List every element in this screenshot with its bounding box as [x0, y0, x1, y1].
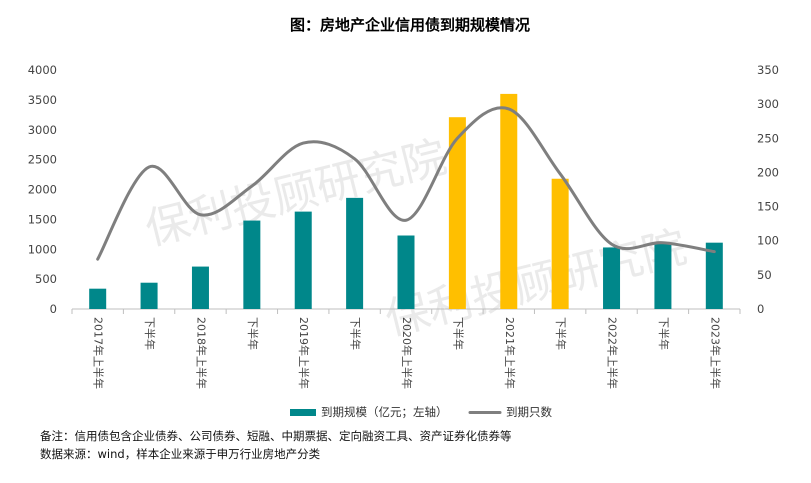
left-axis: 0 500 1000 1500 2000 2500 3000 3500 4000	[28, 63, 57, 316]
category-label: 2022年上半年	[606, 317, 620, 389]
legend-bar-swatch	[290, 409, 316, 416]
legend-line-label: 到期只数	[506, 405, 552, 419]
category-label: 下半年	[143, 317, 157, 350]
right-tick-label: 100	[757, 234, 779, 248]
bar-1	[140, 282, 158, 309]
right-tick-label: 250	[757, 131, 779, 145]
bar-5	[346, 197, 364, 309]
legend-bar-label: 到期规模（亿元；左轴）	[321, 405, 448, 419]
right-axis: 0 50 100 150 200 250 300 350	[757, 63, 779, 316]
left-tick-label: 3500	[28, 93, 57, 107]
left-tick-label: 2000	[28, 183, 57, 197]
bar-9	[551, 178, 569, 309]
category-label: 2021年上半年	[503, 317, 517, 389]
category-label: 2018年上半年	[194, 317, 208, 389]
footnote-remark: 备注：信用债包含企业债券、公司债券、短融、中期票据、定向融资工具、资产证券化债券…	[40, 429, 512, 443]
category-label: 2023年上半年	[708, 317, 722, 389]
line-path	[96, 106, 716, 261]
category-label: 下半年	[554, 317, 568, 350]
left-tick-label: 1000	[28, 242, 57, 256]
left-tick-label: 3000	[28, 123, 57, 137]
category-label: 下半年	[657, 317, 671, 350]
watermark-text: 保利投顾研究院	[380, 222, 691, 346]
category-label: 2017年上半年	[92, 317, 106, 389]
category-label: 下半年	[451, 317, 465, 350]
bar-2	[191, 266, 209, 309]
right-tick-label: 0	[757, 302, 764, 316]
left-tick-label: 500	[35, 272, 57, 286]
bar-11	[654, 242, 672, 309]
bar-4	[294, 211, 312, 309]
bar-0	[89, 288, 107, 309]
bar-6	[397, 235, 415, 309]
bar-10	[603, 247, 621, 309]
line-series	[96, 106, 716, 261]
category-label: 2019年上半年	[297, 317, 311, 389]
bar-12	[705, 242, 723, 309]
left-tick-label: 4000	[28, 63, 57, 77]
bar-8	[500, 93, 518, 310]
bar-7	[448, 117, 466, 309]
bar-series	[89, 93, 723, 310]
bar-3	[243, 220, 261, 309]
right-tick-label: 200	[757, 165, 779, 179]
right-tick-label: 300	[757, 97, 779, 111]
right-tick-label: 150	[757, 200, 779, 214]
category-label: 下半年	[349, 317, 363, 350]
chart-title: 图：房地产企业信用债到期规模情况	[290, 16, 530, 34]
category-labels: 2017年上半年 下半年 2018年上半年 下半年 2019年上半年 下半年 2020年上半…	[71, 309, 741, 389]
right-tick-label: 350	[757, 63, 779, 77]
footnote-source: 数据来源：wind，样本企业来源于申万行业房地产分类	[40, 447, 321, 461]
left-tick-label: 1500	[28, 212, 57, 226]
left-tick-label: 0	[50, 302, 57, 316]
category-label: 2020年上半年	[400, 317, 414, 389]
legend: 到期规模（亿元；左轴） 到期只数	[290, 405, 552, 419]
left-tick-label: 2500	[28, 153, 57, 167]
right-tick-label: 50	[757, 268, 772, 282]
category-label: 下半年	[246, 317, 260, 350]
